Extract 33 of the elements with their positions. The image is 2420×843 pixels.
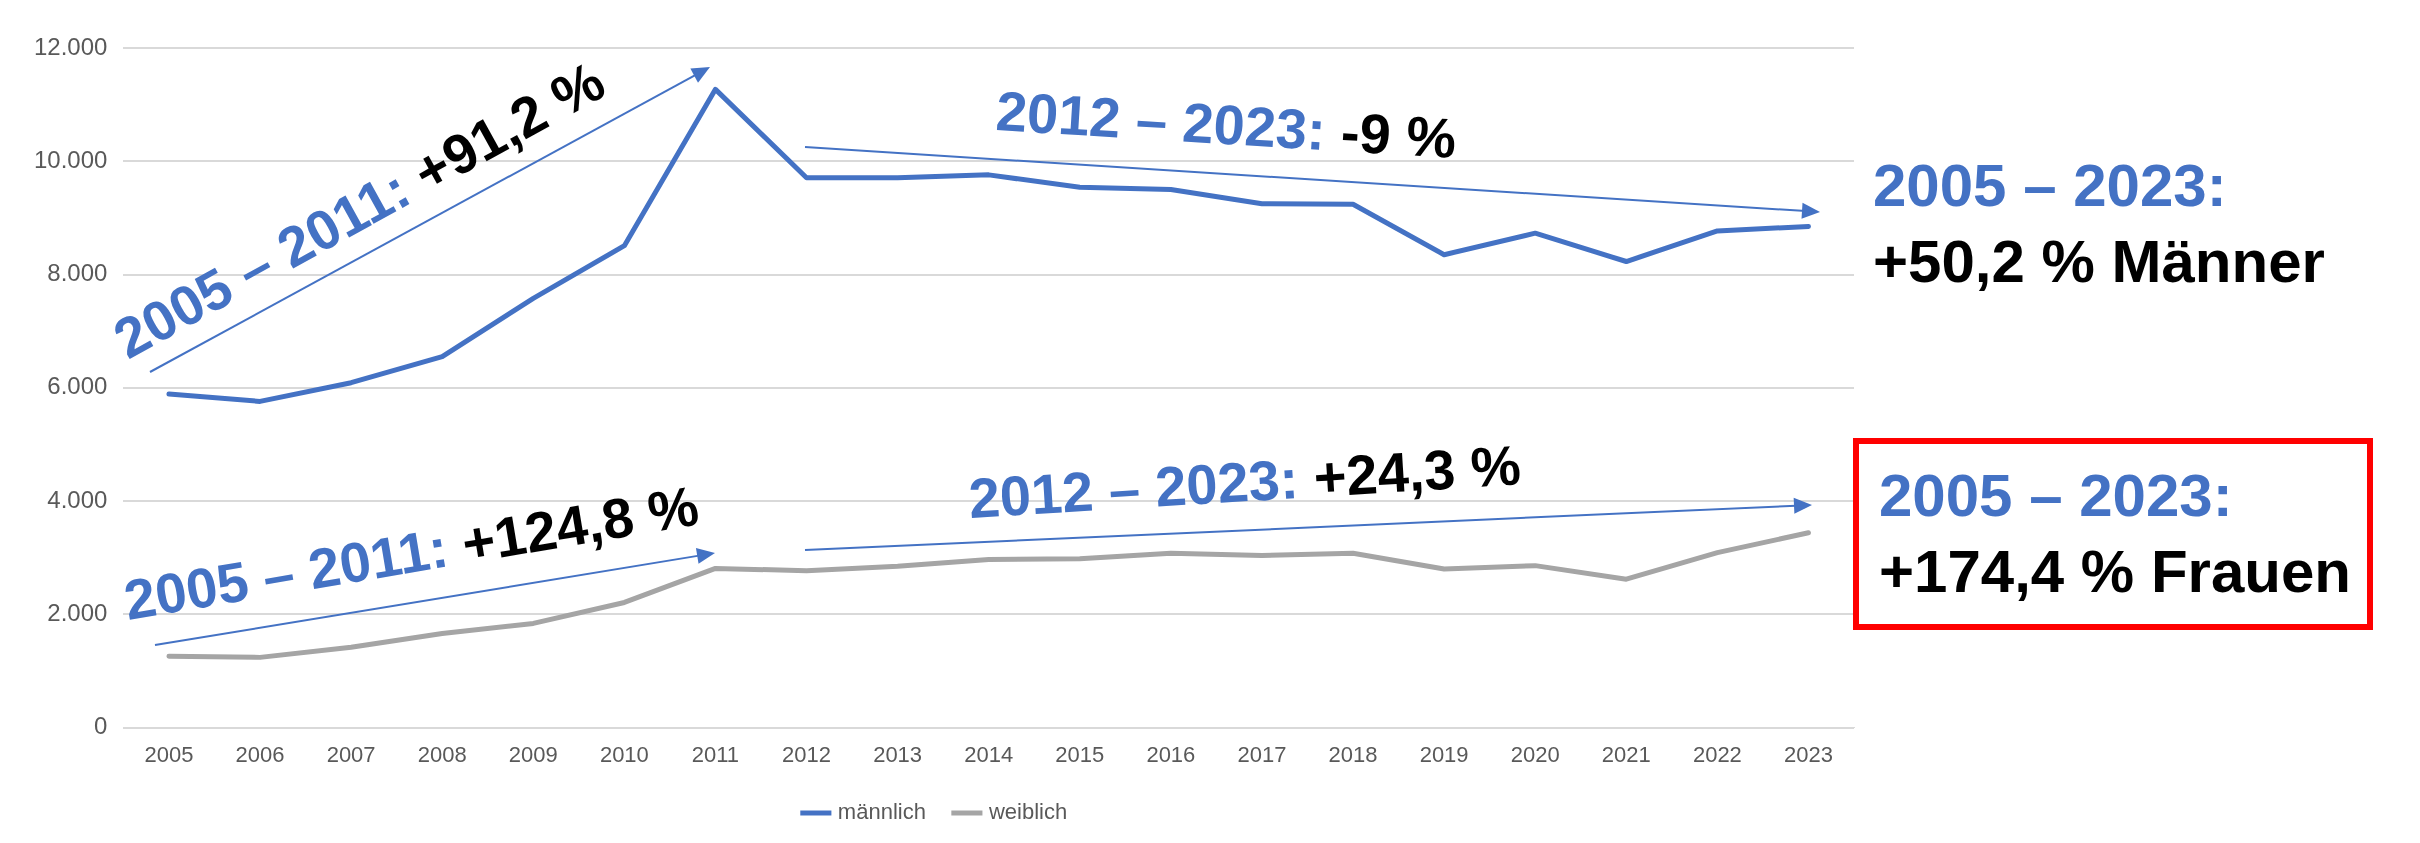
y-tick-label: 4.000 (47, 485, 108, 513)
x-tick-label: 2006 (235, 741, 285, 767)
y-tick-label: 2.000 (47, 598, 108, 626)
y-tick-label: 10.000 (34, 145, 108, 173)
legend-label: weiblich (987, 799, 1068, 825)
x-tick-label: 2020 (1510, 741, 1560, 767)
x-tick-label: 2012 (782, 741, 832, 767)
annotation: 2012 – 2023: -9 % (994, 79, 1459, 171)
x-tick-label: 2019 (1419, 741, 1469, 767)
y-tick-label: 0 (94, 712, 108, 740)
x-tick-label: 2023 (1783, 741, 1833, 767)
x-tick-label: 2016 (1146, 741, 1196, 767)
x-tick-label: 2017 (1237, 741, 1287, 767)
y-tick-label: 6.000 (47, 372, 108, 400)
y-tick-label: 12.000 (34, 32, 108, 60)
x-tick-label: 2007 (326, 741, 376, 767)
annotation: 2012 – 2023: +24,3 % (966, 433, 1523, 530)
x-tick-label: 2013 (873, 741, 923, 767)
x-tick-label: 2009 (508, 741, 558, 767)
x-tick-label: 2014 (964, 741, 1014, 767)
x-tick-label: 2010 (599, 741, 649, 767)
frame-outline: 2005 – 2023: +174,4 % Frauen (1853, 438, 2373, 630)
legend-label: männlich (837, 799, 926, 825)
text: 2005 – 2023: +50,2 % Männer (1873, 151, 2326, 297)
annotation: 2005 – 2011: +124,8 % (119, 473, 703, 632)
y-tick-label: 8.000 (47, 259, 108, 287)
x-tick-label: 2015 (1055, 741, 1105, 767)
x-tick-label: 2018 (1328, 741, 1378, 767)
x-tick-label: 2021 (1601, 741, 1651, 767)
x-tick-label: 2005 (144, 741, 194, 767)
x-tick-label: 2022 (1692, 741, 1742, 767)
x-tick-label: 2011 (691, 741, 740, 767)
x-tick-label: 2008 (417, 741, 467, 767)
